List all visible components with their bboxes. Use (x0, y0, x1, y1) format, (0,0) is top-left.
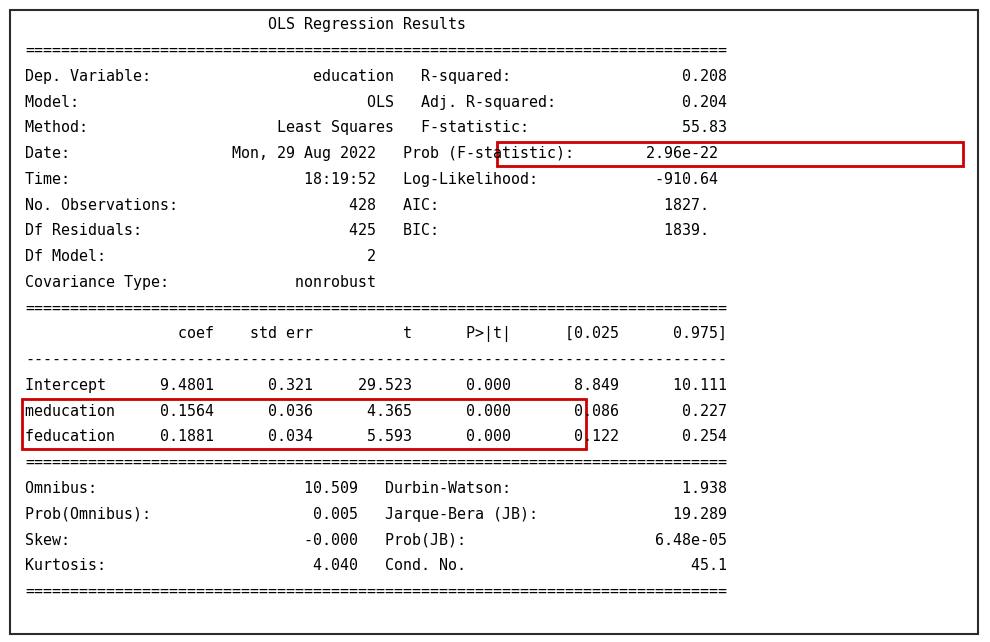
Text: OLS Regression Results: OLS Regression Results (25, 17, 709, 32)
Text: ==============================================================================: ========================================… (25, 584, 727, 599)
Text: coef    std err          t      P>|t|      [0.025      0.975]: coef std err t P>|t| [0.025 0.975] (25, 326, 727, 342)
Text: Time:                          18:19:52   Log-Likelihood:             -910.64: Time: 18:19:52 Log-Likelihood: -910.64 (25, 172, 718, 187)
Text: Skew:                          -0.000   Prob(JB):                     6.48e-05: Skew: -0.000 Prob(JB): 6.48e-05 (25, 532, 727, 548)
Text: Dep. Variable:                  education   R-squared:                   0.208: Dep. Variable: education R-squared: 0.20… (25, 69, 727, 84)
Text: Prob(Omnibus):                  0.005   Jarque-Bera (JB):               19.289: Prob(Omnibus): 0.005 Jarque-Bera (JB): 1… (25, 507, 727, 521)
Text: feducation     0.1881      0.034      5.593      0.000       0.122       0.254: feducation 0.1881 0.034 5.593 0.000 0.12… (25, 429, 727, 444)
Text: Date:                  Mon, 29 Aug 2022   Prob (F-statistic):        2.96e-22: Date: Mon, 29 Aug 2022 Prob (F-statistic… (25, 146, 718, 161)
Text: ==============================================================================: ========================================… (25, 455, 727, 470)
Text: Omnibus:                       10.509   Durbin-Watson:                   1.938: Omnibus: 10.509 Durbin-Watson: 1.938 (25, 481, 727, 496)
Text: No. Observations:                   428   AIC:                         1827.: No. Observations: 428 AIC: 1827. (25, 198, 718, 213)
Text: Covariance Type:              nonrobust: Covariance Type: nonrobust (25, 275, 727, 290)
Text: Df Residuals:                       425   BIC:                         1839.: Df Residuals: 425 BIC: 1839. (25, 223, 718, 238)
Text: Df Model:                             2: Df Model: 2 (25, 249, 727, 264)
Text: Method:                     Least Squares   F-statistic:                 55.83: Method: Least Squares F-statistic: 55.83 (25, 121, 727, 135)
FancyBboxPatch shape (10, 10, 978, 634)
Text: Model:                                OLS   Adj. R-squared:              0.204: Model: OLS Adj. R-squared: 0.204 (25, 94, 727, 110)
Text: ==============================================================================: ========================================… (25, 43, 727, 58)
Text: ------------------------------------------------------------------------------: ----------------------------------------… (25, 352, 727, 367)
Text: Intercept      9.4801      0.321     29.523      0.000       8.849      10.111: Intercept 9.4801 0.321 29.523 0.000 8.84… (25, 378, 727, 393)
Text: ==============================================================================: ========================================… (25, 300, 727, 316)
Text: meducation     0.1564      0.036      4.365      0.000       0.086       0.227: meducation 0.1564 0.036 4.365 0.000 0.08… (25, 404, 727, 419)
Text: Kurtosis:                       4.040   Cond. No.                         45.1: Kurtosis: 4.040 Cond. No. 45.1 (25, 558, 727, 573)
